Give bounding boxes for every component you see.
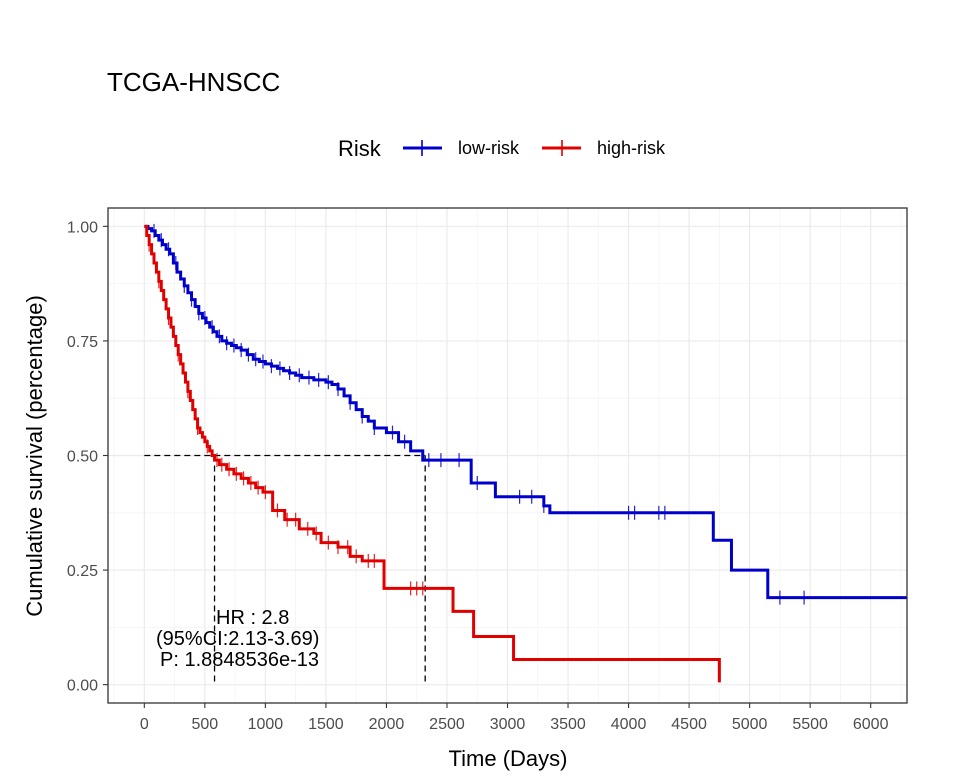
- x-tick-label: 4000: [611, 716, 647, 733]
- x-tick-label: 0: [140, 716, 149, 733]
- hr-value: HR : 2.8: [216, 607, 289, 629]
- hr-ci: (95%CI:2.13-3.69): [156, 628, 319, 650]
- x-tick-label: 5500: [792, 716, 828, 733]
- x-axis-title: Time (Days): [449, 746, 568, 771]
- series-layer: [144, 223, 907, 683]
- legend-label-low-risk: low-risk: [458, 138, 520, 158]
- chart-title: TCGA-HNSCC: [107, 67, 280, 97]
- x-tick-label: 3000: [490, 716, 526, 733]
- legend-title: Risk: [338, 136, 382, 161]
- x-tick-label: 1500: [308, 716, 344, 733]
- y-tick-label: 0.75: [67, 334, 98, 351]
- hr-annotation: HR : 2.8 (95%CI:2.13-3.69) P: 1.8848536e…: [156, 607, 319, 671]
- median-lines: [144, 454, 426, 685]
- y-axis: 0.00 0.25 0.50 0.75 1.00: [67, 219, 108, 695]
- p-value: P: 1.8848536e-13: [160, 649, 319, 671]
- y-tick-label: 0.50: [67, 449, 98, 466]
- y-tick-label: 1.00: [67, 219, 98, 236]
- x-tick-label: 2000: [369, 716, 405, 733]
- x-tick-label: 2500: [429, 716, 465, 733]
- legend-entry-low-risk: low-risk: [403, 138, 520, 158]
- y-axis-title: Cumulative survival (percentage): [22, 295, 47, 617]
- x-tick-label: 4500: [671, 716, 707, 733]
- x-axis: 0 500 1000 1500 2000 2500 3000 3500 4000 4500 5000…: [140, 703, 889, 733]
- y-tick-label: 0.25: [67, 563, 98, 580]
- km-curve-high-risk: [144, 224, 721, 683]
- legend-entry-high-risk: high-risk: [542, 138, 666, 158]
- x-tick-label: 500: [191, 716, 218, 733]
- legend-label-high-risk: high-risk: [597, 138, 666, 158]
- x-tick-label: 3500: [550, 716, 586, 733]
- y-tick-label: 0.00: [67, 678, 98, 695]
- x-tick-label: 5000: [732, 716, 768, 733]
- x-tick-label: 6000: [853, 716, 889, 733]
- legend: Risk low-risk high-risk: [338, 136, 666, 161]
- km-curve-low-risk: [144, 224, 907, 600]
- x-tick-label: 1000: [248, 716, 284, 733]
